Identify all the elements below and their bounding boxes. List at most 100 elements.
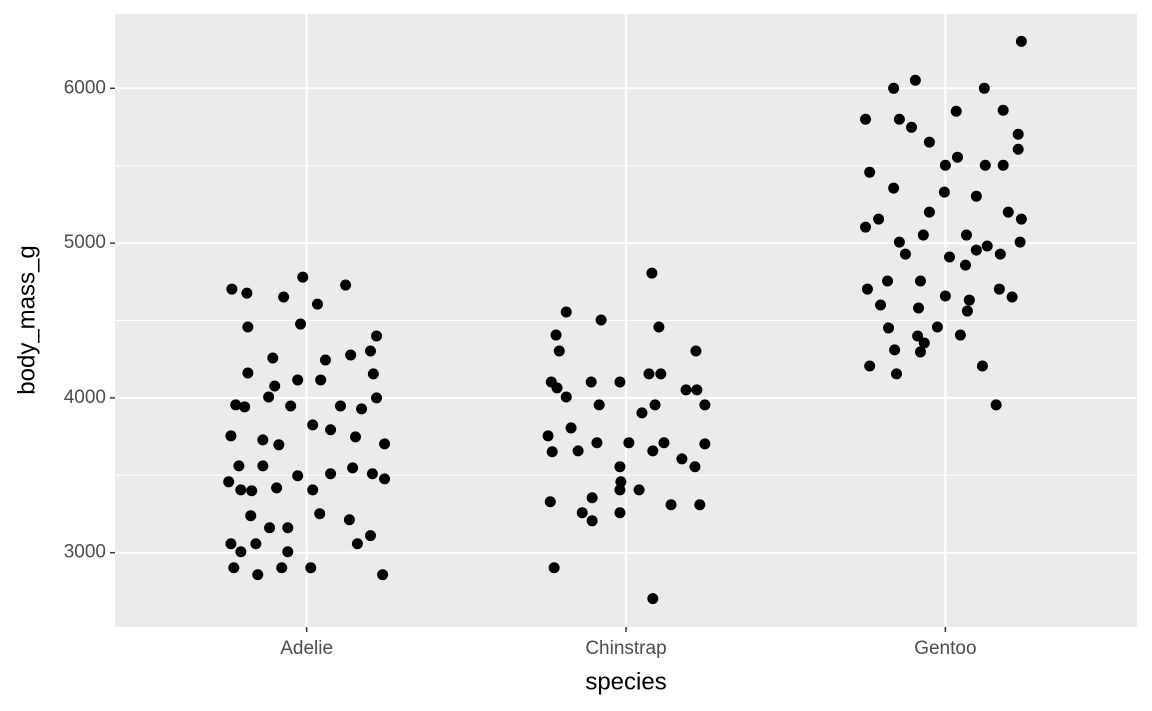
point (356, 403, 368, 415)
point (997, 104, 1009, 116)
point (377, 569, 389, 581)
x-tick-label: Adelie (280, 638, 333, 659)
point (914, 275, 926, 287)
point (548, 562, 560, 574)
point (334, 400, 346, 412)
points (223, 35, 1027, 605)
point (273, 439, 285, 451)
point (1006, 291, 1018, 303)
point (292, 470, 304, 482)
point (939, 290, 951, 302)
point (366, 468, 378, 480)
point (979, 159, 991, 171)
point (918, 337, 930, 349)
point (292, 374, 304, 386)
point (993, 283, 1005, 295)
point (653, 321, 665, 333)
point (282, 546, 294, 558)
point (307, 484, 319, 496)
point (860, 113, 872, 125)
point (994, 248, 1006, 260)
point (565, 422, 577, 434)
y-tick-label: 4000 (64, 387, 106, 408)
point (225, 538, 237, 550)
point (252, 569, 264, 581)
point (314, 508, 326, 520)
point (614, 484, 626, 496)
point (873, 213, 885, 225)
point (550, 329, 562, 341)
point (912, 330, 924, 342)
point (961, 305, 973, 317)
point (981, 240, 993, 252)
point (379, 438, 391, 450)
point (938, 186, 950, 198)
point (913, 302, 925, 314)
point (614, 507, 626, 519)
point (1012, 143, 1024, 155)
y-tick-label: 5000 (64, 232, 106, 253)
point (1015, 35, 1027, 47)
point (553, 345, 565, 357)
point (349, 431, 361, 443)
point (888, 182, 900, 194)
point (307, 419, 319, 431)
point (311, 298, 323, 310)
point (623, 437, 635, 449)
point (228, 562, 240, 574)
point (909, 74, 921, 86)
point (315, 374, 327, 386)
point (970, 244, 982, 256)
point (586, 492, 598, 504)
point (647, 593, 659, 605)
point (689, 461, 701, 473)
point (997, 159, 1009, 171)
point (276, 562, 288, 574)
point (614, 376, 626, 388)
point (614, 461, 626, 473)
point (1014, 236, 1026, 248)
point (551, 382, 563, 394)
point (230, 399, 242, 411)
point (271, 482, 283, 494)
point (923, 136, 935, 148)
point (963, 294, 975, 306)
point (978, 82, 990, 94)
point (636, 407, 648, 419)
y-tick-label: 3000 (64, 542, 106, 563)
point (245, 510, 257, 522)
point (340, 279, 352, 291)
point (699, 438, 711, 450)
x-axis-title: species (585, 668, 666, 695)
point (633, 484, 645, 496)
point (676, 453, 688, 465)
point (864, 360, 876, 372)
point (282, 522, 294, 534)
y-tick-label: 6000 (64, 77, 106, 98)
point (893, 236, 905, 248)
point (343, 514, 355, 526)
point (875, 299, 887, 311)
point (917, 229, 929, 241)
point (560, 391, 572, 403)
point (223, 476, 235, 488)
point (665, 499, 677, 511)
point (544, 496, 556, 508)
point (239, 401, 251, 413)
point (242, 367, 254, 379)
point (891, 368, 903, 380)
point (379, 473, 391, 485)
point (1002, 206, 1014, 218)
point (297, 271, 309, 283)
point (864, 166, 876, 178)
point (954, 329, 966, 341)
point (560, 306, 572, 318)
point (285, 400, 297, 412)
point (278, 291, 290, 303)
point (269, 380, 281, 392)
point (699, 399, 711, 411)
point (690, 345, 702, 357)
point (931, 321, 943, 333)
